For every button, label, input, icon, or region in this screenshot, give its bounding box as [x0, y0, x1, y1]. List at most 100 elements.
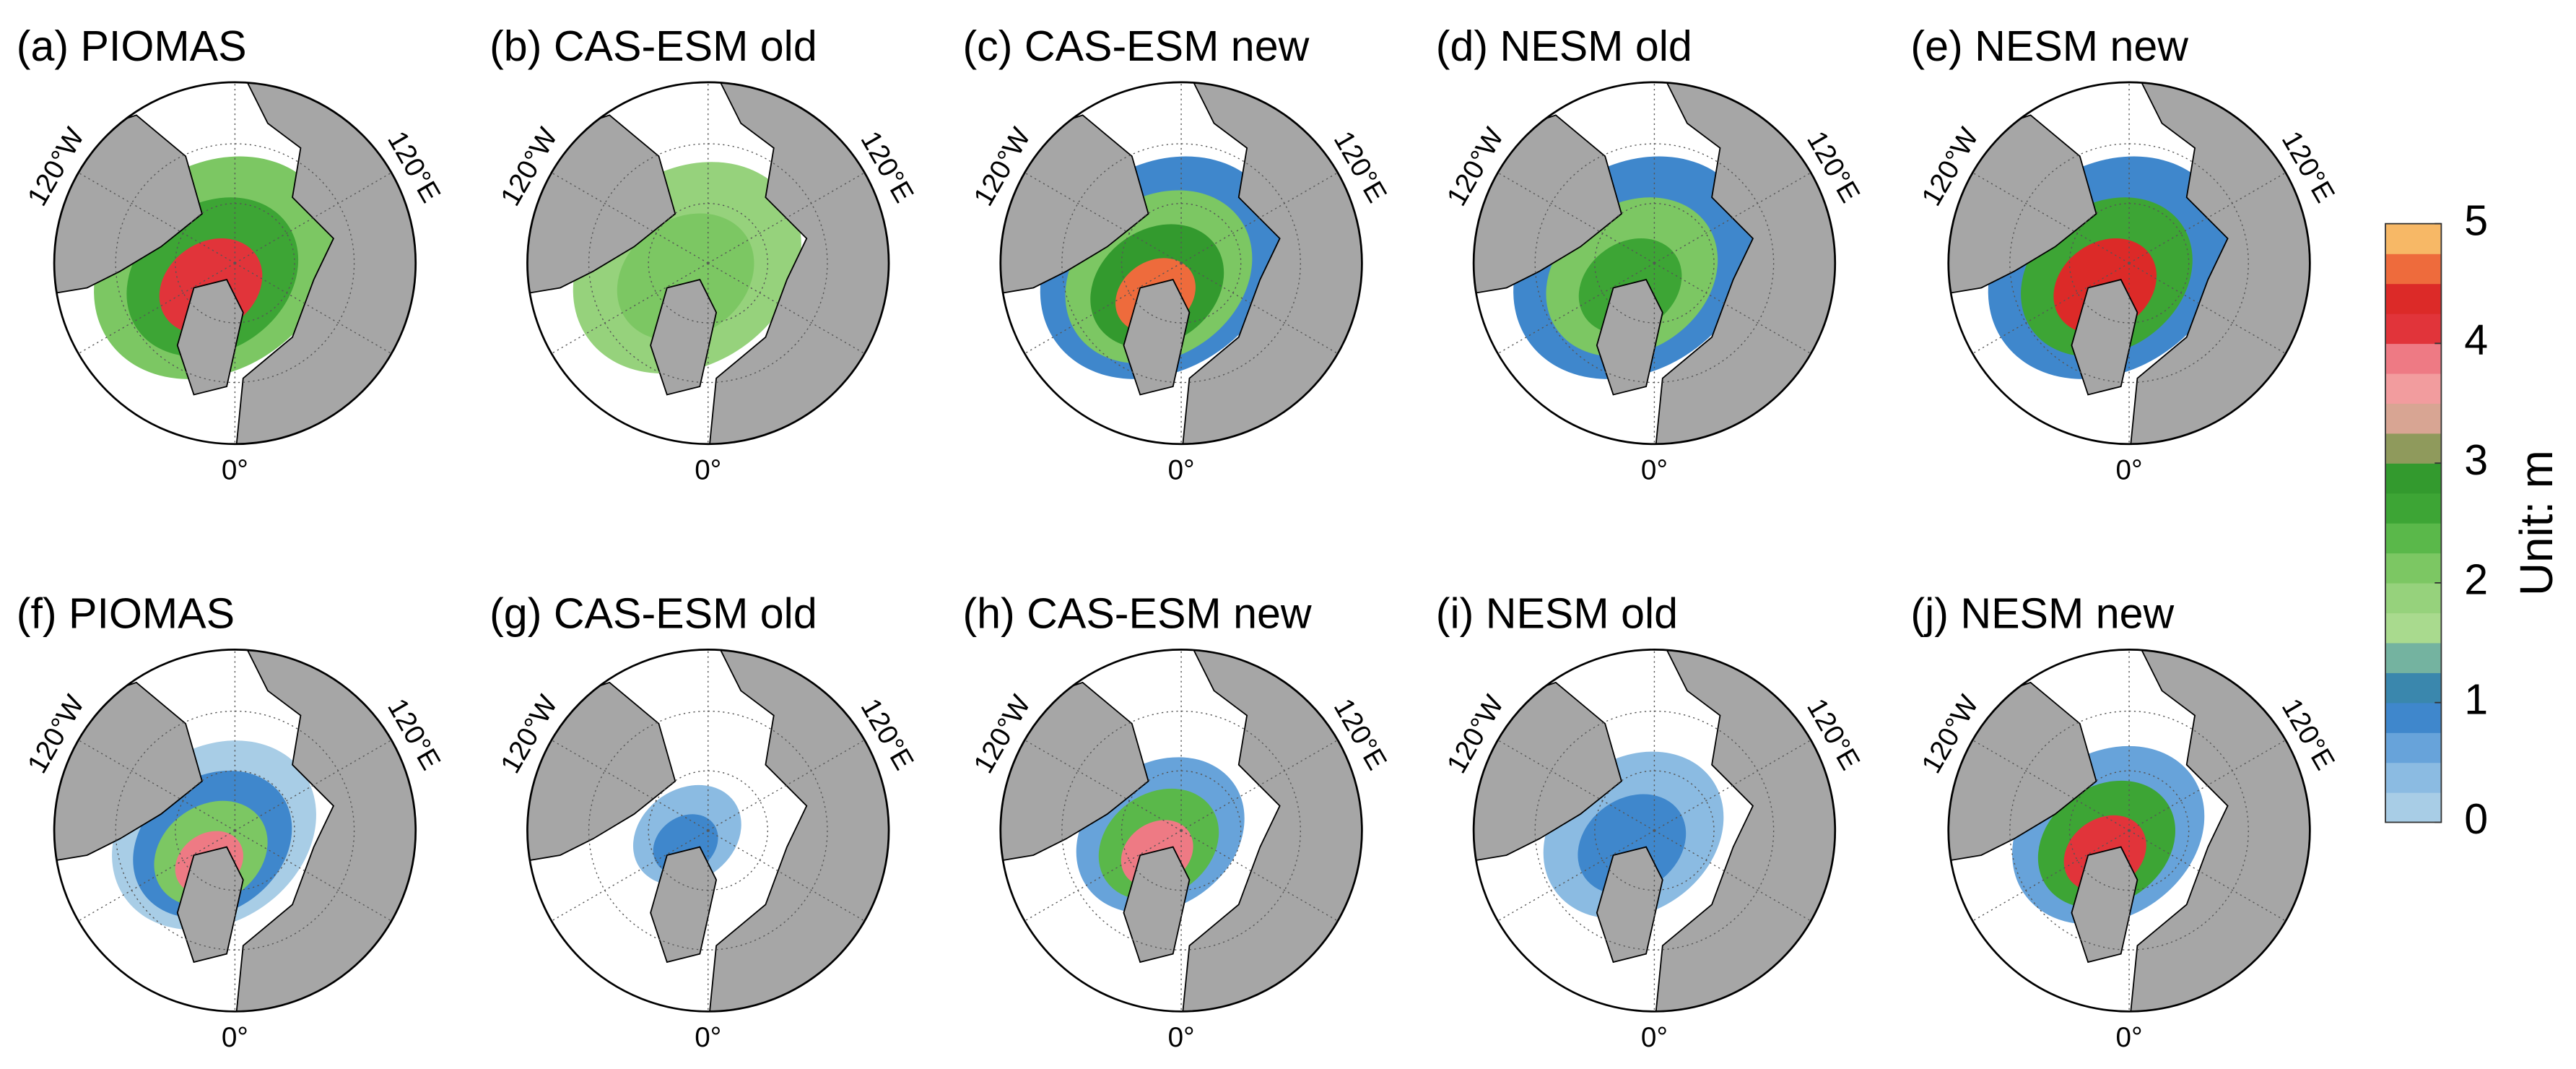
colorbar-segment	[2385, 672, 2442, 704]
meridian	[1024, 262, 1182, 355]
land-greenland	[176, 279, 244, 396]
lon-label: 0°	[2116, 1022, 2143, 1053]
land-eurasia	[2128, 649, 2310, 1012]
meridian	[1024, 172, 1182, 264]
graticule	[1594, 202, 1715, 324]
colorbar-segment	[2385, 254, 2442, 285]
meridian	[1497, 262, 1655, 355]
map-border	[53, 81, 417, 446]
colorbar-segment	[2385, 313, 2442, 345]
colorbar-segment	[2385, 373, 2442, 404]
map-border	[1472, 81, 1837, 446]
graticule	[2068, 770, 2190, 891]
panel-title: (j) NESM new	[1910, 589, 2174, 637]
graticule	[588, 710, 828, 951]
colorbar-segment	[2385, 732, 2442, 763]
graticule	[1061, 710, 1301, 951]
lon-label: 0°	[2116, 455, 2143, 486]
meridian	[1497, 172, 1655, 264]
lon-label: 0°	[1168, 455, 1195, 486]
map	[1948, 649, 2310, 1012]
colorbar-segment	[2385, 582, 2442, 614]
graticule	[1121, 770, 1242, 891]
sea-ice	[617, 213, 754, 341]
meridian	[1497, 830, 1655, 922]
map-border	[526, 81, 890, 446]
land-greenland	[650, 279, 718, 396]
meridian	[551, 830, 709, 922]
graticule	[588, 143, 828, 384]
map	[1000, 82, 1362, 444]
map	[1474, 82, 1835, 444]
meridian	[1654, 262, 1811, 355]
graticule	[648, 202, 769, 324]
meridian	[235, 262, 392, 355]
meridian	[1024, 830, 1182, 922]
panel-title: (b) CAS-ESM old	[489, 22, 817, 70]
land-greenland	[176, 846, 244, 964]
lon-label: 0°	[695, 1022, 721, 1053]
graticule	[1534, 143, 1775, 384]
land-eurasia	[707, 649, 889, 1012]
graticule	[1061, 143, 1301, 384]
graticule	[175, 770, 295, 891]
graticule	[2068, 202, 2190, 324]
colorbar-segment	[2385, 762, 2442, 793]
sea-ice	[1578, 794, 1687, 895]
colorbar-segment	[2385, 403, 2442, 434]
colorbar-segment	[2385, 642, 2442, 673]
panel-title: (g) CAS-ESM old	[489, 589, 817, 637]
map	[1474, 649, 1835, 1012]
meridian	[551, 262, 709, 355]
panel-title: (i) NESM old	[1436, 589, 1678, 637]
map-border	[1947, 649, 2311, 1013]
colorbar-label: Unit: m	[2510, 450, 2562, 596]
meridian	[708, 740, 865, 831]
land-eurasia	[1653, 82, 1835, 444]
meridian	[708, 830, 865, 922]
colorbar-segment	[2385, 613, 2442, 644]
land-greenland	[1123, 279, 1191, 396]
panel-title: (d) NESM old	[1436, 22, 1692, 70]
graticule	[175, 202, 295, 324]
colorbar-tick-label: 4	[2464, 316, 2488, 364]
colorbar-tick-label: 0	[2464, 795, 2488, 843]
land-greenland	[2071, 846, 2138, 964]
meridian	[235, 172, 392, 264]
map-border	[1947, 81, 2311, 446]
colorbar-tick-label: 2	[2464, 555, 2488, 604]
map	[54, 82, 416, 444]
colorbar-segment	[2385, 493, 2442, 524]
meridian	[1180, 262, 1339, 355]
lon-label: 0°	[1168, 1022, 1195, 1053]
meridian	[1972, 830, 2130, 922]
land-eurasia	[707, 82, 889, 444]
graticule	[1594, 770, 1715, 891]
map-border	[53, 649, 417, 1013]
meridian	[235, 830, 392, 922]
meridian	[1972, 172, 2130, 264]
graticule	[115, 710, 355, 951]
meridian	[1972, 262, 2130, 355]
colorbar-segment	[2385, 792, 2442, 823]
meridian	[708, 172, 865, 264]
map	[54, 649, 416, 1012]
map	[527, 649, 889, 1012]
land-greenland	[650, 846, 718, 964]
land-eurasia	[1180, 82, 1362, 444]
lon-label: 0°	[1641, 1022, 1668, 1053]
meridian	[1654, 172, 1811, 264]
land-eurasia	[1180, 649, 1362, 1012]
colorbar-tick-label: 1	[2464, 675, 2488, 723]
meridian	[1180, 172, 1339, 264]
meridian	[551, 172, 709, 264]
panel-title: (c) CAS-ESM new	[962, 22, 1309, 70]
meridian	[708, 262, 865, 355]
colorbar-segment	[2385, 553, 2442, 584]
land-greenland	[2071, 279, 2138, 396]
map	[1948, 82, 2310, 444]
land-eurasia	[234, 649, 416, 1012]
colorbar-tick-label: 3	[2464, 436, 2488, 484]
land-eurasia	[2128, 82, 2310, 444]
land-eurasia	[234, 82, 416, 444]
